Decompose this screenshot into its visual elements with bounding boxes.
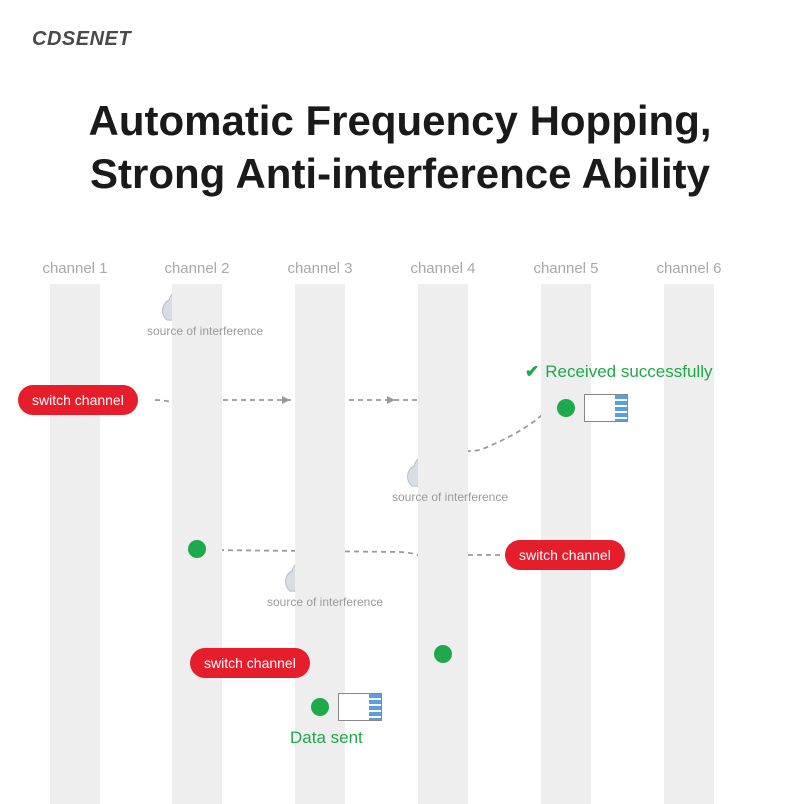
interference-label: source of interference <box>380 490 520 504</box>
channel-bar <box>418 284 468 804</box>
interference-label: source of interference <box>135 324 275 338</box>
hop-path <box>205 400 551 451</box>
switch-channel-pill: switch channel <box>18 385 138 415</box>
channel-bar <box>295 284 345 804</box>
channel-label: channel 6 <box>629 260 749 277</box>
received-status: Received successfully <box>525 362 713 382</box>
title-line-1: Automatic Frequency Hopping, <box>88 97 711 144</box>
switch-channel-pill: switch channel <box>190 648 310 678</box>
channel-label: channel 4 <box>383 260 503 277</box>
brand-logo: CDSENET <box>32 28 131 51</box>
arrow-icon <box>387 396 395 404</box>
channel-label: channel 2 <box>137 260 257 277</box>
hop-node <box>188 540 206 558</box>
channel-label: channel 1 <box>15 260 135 277</box>
interference-label: source of interference <box>255 595 395 609</box>
sent-status: Data sent <box>290 728 363 748</box>
channel-label: channel 3 <box>260 260 380 277</box>
arrow-icon <box>282 396 290 404</box>
status-text: Data sent <box>290 728 363 748</box>
status-text: Received successfully <box>545 362 712 382</box>
radio-module-icon <box>584 394 628 422</box>
switch-channel-pill: switch channel <box>505 540 625 570</box>
frequency-hopping-diagram: channel 1channel 2channel 3channel 4chan… <box>0 250 800 800</box>
hop-node <box>311 698 329 716</box>
radio-module-icon <box>338 693 382 721</box>
channel-label: channel 5 <box>506 260 626 277</box>
page-title: Automatic Frequency Hopping, Strong Anti… <box>0 95 800 200</box>
channel-bar <box>50 284 100 804</box>
hop-node <box>434 645 452 663</box>
title-line-2: Strong Anti-interference Ability <box>90 150 710 197</box>
hop-node <box>557 399 575 417</box>
